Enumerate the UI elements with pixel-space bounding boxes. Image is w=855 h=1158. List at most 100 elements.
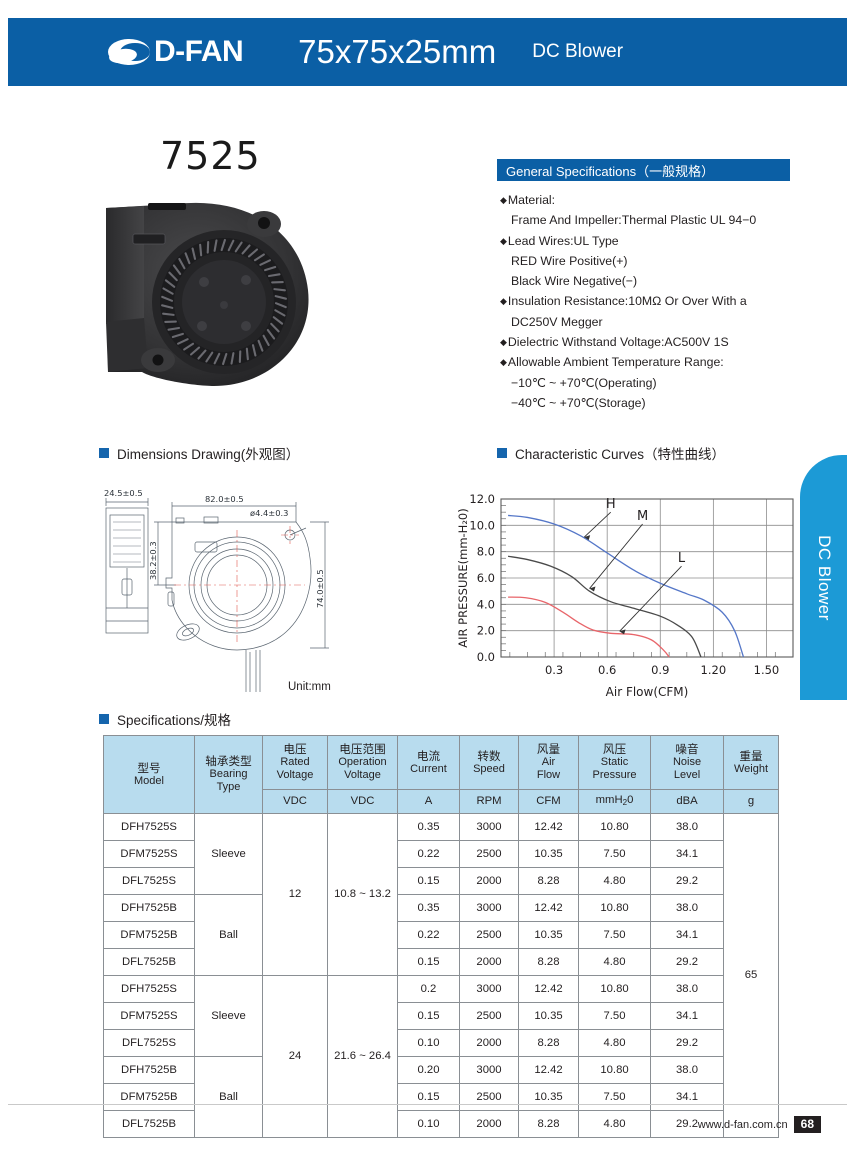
bullet-square-icon: [497, 448, 507, 458]
cell-model: DFH7525B: [103, 894, 195, 922]
page-number: 68: [793, 1116, 821, 1133]
cell-current: 0.35: [397, 894, 460, 922]
table-row: DFH7525S Sleeve 24 21.6 ~ 26.4 0.2 3000 12.42 1…: [103, 975, 779, 1138]
spec-sub-item: −10℃ ~ +70℃(Operating): [511, 375, 657, 390]
cell-current: 0.15: [397, 867, 460, 895]
header-type-label: DC Blower: [532, 41, 624, 62]
cell-weight: 65: [723, 813, 779, 1138]
x-axis-tick-label: 0.9: [651, 663, 669, 677]
x-axis-tick-label: 1.20: [701, 663, 727, 677]
cell-speed: 2500: [459, 1083, 519, 1111]
cell-static-pressure: 4.80: [578, 1110, 651, 1138]
cell-air-flow: 8.28: [518, 867, 579, 895]
cell-noise-level: 38.0: [650, 1056, 724, 1084]
y-axis-tick-label: 4.0: [477, 597, 495, 611]
table-row: DFL7525B 0.15 2000 8.28 4.80 29.2: [103, 948, 779, 976]
cell-model: DFM7525B: [103, 1083, 195, 1111]
spec-sub-item: −40℃ ~ +70℃(Storage): [511, 395, 646, 410]
cell-current: 0.15: [397, 1083, 460, 1111]
cell-operation-voltage: 10.8 ~ 13.2: [327, 813, 398, 976]
cell-noise-level: 29.2: [650, 948, 724, 976]
diamond-bullet-icon: ◆: [500, 357, 507, 368]
cell-speed: 3000: [459, 1056, 519, 1084]
dimensions-unit-note: Unit:mm: [288, 681, 331, 693]
cell-static-pressure: 10.80: [578, 894, 651, 922]
cell-air-flow: 12.42: [518, 813, 579, 841]
page-header: D-FAN 75x75x25mm DC Blower: [8, 18, 847, 86]
curve-label-M: M: [637, 509, 648, 524]
dimensions-drawing: 82.0±0.5 ø4.4±0.3 38.2±0.3 74.0±0.5 24.5…: [104, 488, 329, 692]
cell-air-flow: 8.28: [518, 1029, 579, 1057]
cell-speed: 3000: [459, 975, 519, 1003]
cell-static-pressure: 10.80: [578, 975, 651, 1003]
cell-current: 0.15: [397, 1002, 460, 1030]
curve-H: [508, 514, 745, 658]
cell-noise-level: 38.0: [650, 813, 724, 841]
cell-bearing-type: Sleeve: [194, 813, 263, 895]
table-header-row-unit: VDC VDC A RPM CFM mmH20 dBA g: [104, 789, 779, 814]
cell-current: 0.20: [397, 1056, 460, 1084]
cell-noise-level: 34.1: [650, 840, 724, 868]
footer: www.d-fan.com.cn 68: [698, 1116, 821, 1133]
cell-noise-level: 38.0: [650, 975, 724, 1003]
cell-noise-level: 29.2: [650, 1110, 724, 1138]
cell-speed: 2000: [459, 867, 519, 895]
y-axis-title: AIR PRESSURE(mm-H₂0): [456, 508, 470, 647]
x-axis-tick-label: 0.3: [545, 663, 563, 677]
diamond-bullet-icon: ◆: [500, 296, 507, 307]
characteristic-curves-label: Characteristic Curves（特性曲线）: [515, 447, 726, 462]
header-size-label: 75x75x25mm: [298, 33, 497, 70]
y-axis-tick-label: 0.0: [477, 650, 495, 664]
col-unit-current: A: [397, 789, 460, 814]
col-header-static-pressure: 风压 Static Pressure: [578, 735, 651, 790]
cell-air-flow: 10.35: [518, 1083, 579, 1111]
cell-static-pressure: 7.50: [578, 1083, 651, 1111]
cell-bearing-type: Ball: [194, 894, 263, 976]
page-title: 7525: [160, 134, 261, 178]
y-axis-tick-label: 10.0: [469, 518, 495, 532]
curve-label-L: L: [678, 551, 686, 566]
spec-bullet-item: ◆Material:: [500, 193, 556, 207]
side-tab-label: DC Blower: [814, 534, 834, 621]
col-unit-noise-level: dBA: [650, 789, 724, 814]
cell-air-flow: 10.35: [518, 840, 579, 868]
cell-rated-voltage: 24: [262, 975, 328, 1138]
cell-air-flow: 12.42: [518, 894, 579, 922]
bullet-square-icon: [99, 448, 109, 458]
curve-label-H: H: [606, 497, 616, 512]
table-row: DFL7525B 0.10 2000 8.28 4.80 29.2: [103, 1110, 779, 1138]
col-header-model: 型号 Model: [103, 735, 195, 814]
general-specifications-title: General Specifications（一般规格）: [497, 159, 790, 181]
col-unit-weight: g: [723, 789, 779, 814]
cell-speed: 3000: [459, 813, 519, 841]
col-header-operation-voltage: 电压范围 Operation Voltage: [327, 735, 398, 790]
cell-current: 0.22: [397, 921, 460, 949]
dim-hole-label: ø4.4±0.3: [250, 508, 288, 518]
diamond-bullet-icon: ◆: [500, 235, 507, 246]
cell-speed: 3000: [459, 894, 519, 922]
diamond-bullet-icon: ◆: [500, 337, 507, 348]
table-row: DFL7525S 0.10 2000 8.28 4.80 29.2: [103, 1029, 779, 1057]
dim-height38-label: 38.2±0.3: [148, 541, 158, 580]
table-row: DFM7525B 0.15 2500 10.35 7.50 34.1: [103, 1083, 779, 1111]
product-photo: [106, 202, 309, 386]
table-header-row-main: 型号 Model 轴承类型 Bearing Type 电压 Rated Voltage 电压范围…: [103, 735, 779, 814]
col-header-noise-level: 噪音 Noise Level: [650, 735, 724, 790]
spec-bullet-item: ◆Lead Wires:UL Type: [500, 233, 619, 248]
dim-height74-label: 74.0±0.5: [315, 569, 325, 608]
cell-air-flow: 8.28: [518, 948, 579, 976]
cell-static-pressure: 10.80: [578, 1056, 651, 1084]
cell-current: 0.2: [397, 975, 460, 1003]
ellipse-swoosh-logo-icon: [108, 37, 152, 67]
col-unit-rated-voltage: VDC: [262, 789, 328, 814]
cell-model: DFM7525S: [103, 840, 195, 868]
footer-divider: [8, 1104, 847, 1105]
cell-current: 0.35: [397, 813, 460, 841]
cell-model: DFM7525S: [103, 1002, 195, 1030]
side-tab-dc-blower[interactable]: DC Blower: [800, 455, 847, 700]
cell-speed: 2000: [459, 948, 519, 976]
cell-rated-voltage: 12: [262, 813, 328, 976]
spec-sub-item: RED Wire Positive(+): [511, 253, 628, 268]
spec-bullet-item: ◆Insulation Resistance:10MΩ Or Over With…: [500, 294, 747, 309]
cell-air-flow: 12.42: [518, 975, 579, 1003]
